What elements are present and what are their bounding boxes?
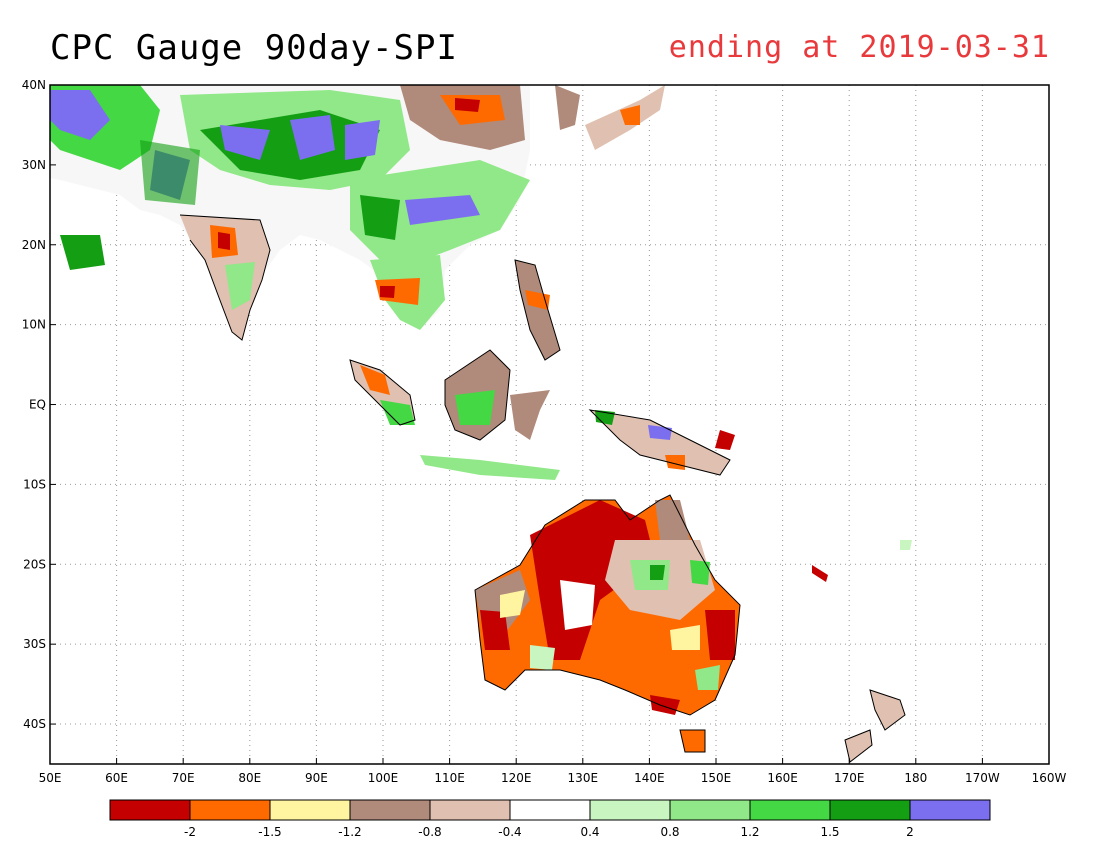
patch-green (455, 390, 495, 425)
patch-orange (360, 365, 390, 395)
patch-red (380, 286, 395, 298)
lat-tick-label: 40S (23, 717, 46, 731)
lat-tick-label: 20S (23, 557, 46, 571)
patch-white (560, 580, 595, 630)
lon-tick-label: 120E (501, 771, 532, 785)
colorbar-label: 2 (906, 825, 914, 839)
patch-green (530, 645, 555, 670)
patch-red (705, 610, 735, 660)
latitude-ticks: 40N 30N 20N 10N EQ 10S 20S 30S 40S (22, 78, 56, 731)
map-frame (49, 84, 1050, 765)
land-patches (50, 85, 912, 762)
patch-japan (555, 85, 580, 130)
patch-blue (290, 115, 335, 160)
patch-fiji (900, 540, 912, 550)
lon-tick-label: 60E (105, 771, 128, 785)
patch-red (218, 232, 230, 250)
colorbar-swatch (509, 799, 591, 821)
lon-tick-label: 80E (238, 771, 261, 785)
colorbar-label: -0.8 (418, 825, 441, 839)
lat-tick-label: 40N (22, 78, 46, 92)
patch-brown (655, 500, 690, 540)
lon-tick-label: 160E (767, 771, 798, 785)
patch-blue (50, 90, 110, 140)
colorbar-swatch (109, 799, 191, 821)
patch-red (715, 430, 735, 450)
lat-tick-label: 30N (22, 158, 46, 172)
lon-tick-label: 110E (434, 771, 465, 785)
colorbar-swatch (189, 799, 271, 821)
patch-philippines (515, 260, 560, 360)
lon-tick-label: 170E (834, 771, 865, 785)
patch-india (180, 215, 270, 340)
patch-blue (345, 120, 380, 160)
patch-green (60, 235, 105, 270)
lat-tick-label: 10N (22, 318, 46, 332)
lat-tick-label: 10S (23, 477, 46, 491)
patch-newzealand (845, 730, 872, 762)
patch-green (690, 560, 710, 585)
colorbar-swatch (669, 799, 751, 821)
lon-tick-label: 180 (904, 771, 927, 785)
colorbar-label: -2 (184, 825, 196, 839)
patch-green (695, 665, 720, 690)
patch-orange (620, 105, 640, 125)
lat-tick-label: EQ (29, 398, 46, 412)
patch-darkgreen (140, 140, 200, 205)
patch-darkgreen (650, 565, 665, 580)
lat-tick-label: 20N (22, 238, 46, 252)
patch-newcaledonia (812, 565, 828, 582)
lon-tick-label: 150E (701, 771, 732, 785)
colorbar-label: 1.2 (740, 825, 759, 839)
colorbar-legend: -2 -1.5 -1.2 -0.8 -0.4 0.4 0.8 1.2 1.5 2 (109, 799, 991, 839)
colorbar-label: -1.2 (338, 825, 361, 839)
patch-blue (405, 195, 480, 225)
colorbar-label: -1.5 (258, 825, 281, 839)
patch-newzealand (870, 690, 905, 730)
lon-tick-label: 130E (568, 771, 599, 785)
patch-java (420, 455, 560, 480)
patch-green (380, 400, 415, 425)
colorbar-label: 0.8 (660, 825, 679, 839)
colorbar-swatch (269, 799, 351, 821)
colorbar-swatch (749, 799, 831, 821)
colorbar-label: 1.5 (820, 825, 839, 839)
patch-orange (665, 455, 685, 470)
patch-blue (220, 125, 270, 160)
lat-tick-label: 30S (23, 637, 46, 651)
lon-tick-label: 50E (39, 771, 62, 785)
colorbar-swatch (589, 799, 671, 821)
map-title: CPC Gauge 90day-SPI (50, 28, 458, 68)
lon-tick-label: 70E (172, 771, 195, 785)
patch-sulawesi (510, 390, 550, 440)
patch-blue (648, 425, 672, 440)
lon-tick-label: 160W (1032, 771, 1067, 785)
colorbar-label: 0.4 (580, 825, 599, 839)
patch-yellow (670, 625, 700, 650)
colorbar-swatch (349, 799, 431, 821)
patch-darkgreen (360, 195, 400, 240)
patch-tasmania (680, 730, 705, 752)
patch-yellow (500, 590, 525, 618)
patch-orange (375, 278, 420, 305)
patch-newguinea (590, 410, 730, 475)
patch-red (455, 98, 480, 112)
colorbar-label: -0.4 (498, 825, 521, 839)
lon-tick-label: 170W (965, 771, 1000, 785)
patch-red (650, 695, 680, 715)
colorbar-swatch (429, 799, 511, 821)
patch-red (480, 610, 510, 650)
lon-tick-label: 90E (305, 771, 328, 785)
colorbar-swatch (909, 799, 991, 821)
lon-tick-label: 100E (368, 771, 399, 785)
patch-green (225, 262, 255, 310)
colorbar-swatch (829, 799, 911, 821)
longitude-ticks: 50E 60E 70E 80E 90E 100E 110E 120E 130E 140E 150E 1… (39, 758, 1067, 785)
coastlines (179, 214, 906, 763)
lon-tick-label: 140E (634, 771, 665, 785)
map-subtitle-date: ending at 2019-03-31 (668, 30, 1050, 65)
